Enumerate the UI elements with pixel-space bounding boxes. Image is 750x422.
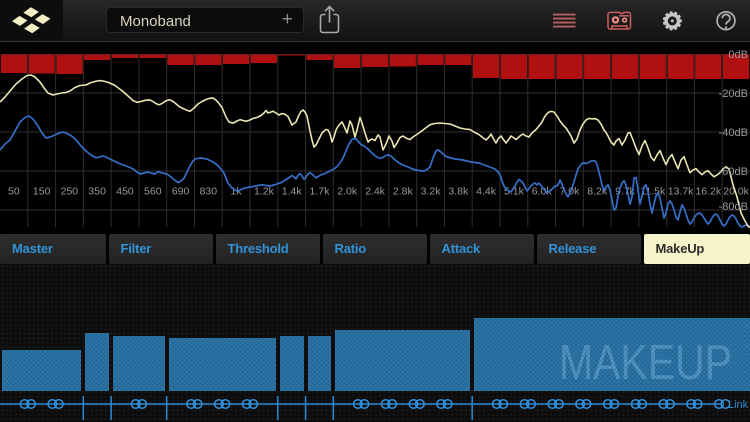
svg-text:4.4k: 4.4k bbox=[476, 186, 497, 198]
svg-text:2.4k: 2.4k bbox=[365, 186, 386, 198]
svg-text:830: 830 bbox=[200, 186, 218, 198]
svg-text:1.4k: 1.4k bbox=[282, 186, 303, 198]
svg-text:2.8k: 2.8k bbox=[393, 186, 414, 198]
svg-text:450: 450 bbox=[116, 186, 134, 198]
svg-text:560: 560 bbox=[144, 186, 162, 198]
svg-text:0dB: 0dB bbox=[728, 49, 748, 61]
svg-text:690: 690 bbox=[172, 186, 190, 198]
svg-text:350: 350 bbox=[88, 186, 106, 198]
svg-text:20.0k: 20.0k bbox=[723, 186, 749, 198]
svg-text:8.2k: 8.2k bbox=[587, 186, 608, 198]
svg-text:13.7k: 13.7k bbox=[668, 186, 694, 198]
svg-text:Link: Link bbox=[728, 399, 749, 411]
svg-text:1.2k: 1.2k bbox=[254, 186, 275, 198]
svg-text:16.2k: 16.2k bbox=[695, 186, 721, 198]
svg-text:50: 50 bbox=[8, 186, 20, 198]
svg-text:6.0k: 6.0k bbox=[532, 186, 553, 198]
svg-text:-20dB: -20dB bbox=[719, 88, 748, 100]
svg-text:-80dB: -80dB bbox=[719, 201, 748, 213]
svg-text:3.8k: 3.8k bbox=[448, 186, 469, 198]
svg-text:5.1k: 5.1k bbox=[504, 186, 525, 198]
svg-text:3.2k: 3.2k bbox=[421, 186, 442, 198]
svg-text:150: 150 bbox=[33, 186, 51, 198]
svg-text:1.7k: 1.7k bbox=[309, 186, 330, 198]
svg-text:-60dB: -60dB bbox=[719, 166, 748, 178]
svg-text:250: 250 bbox=[61, 186, 79, 198]
svg-text:2.0k: 2.0k bbox=[337, 186, 358, 198]
svg-text:-40dB: -40dB bbox=[719, 127, 748, 139]
